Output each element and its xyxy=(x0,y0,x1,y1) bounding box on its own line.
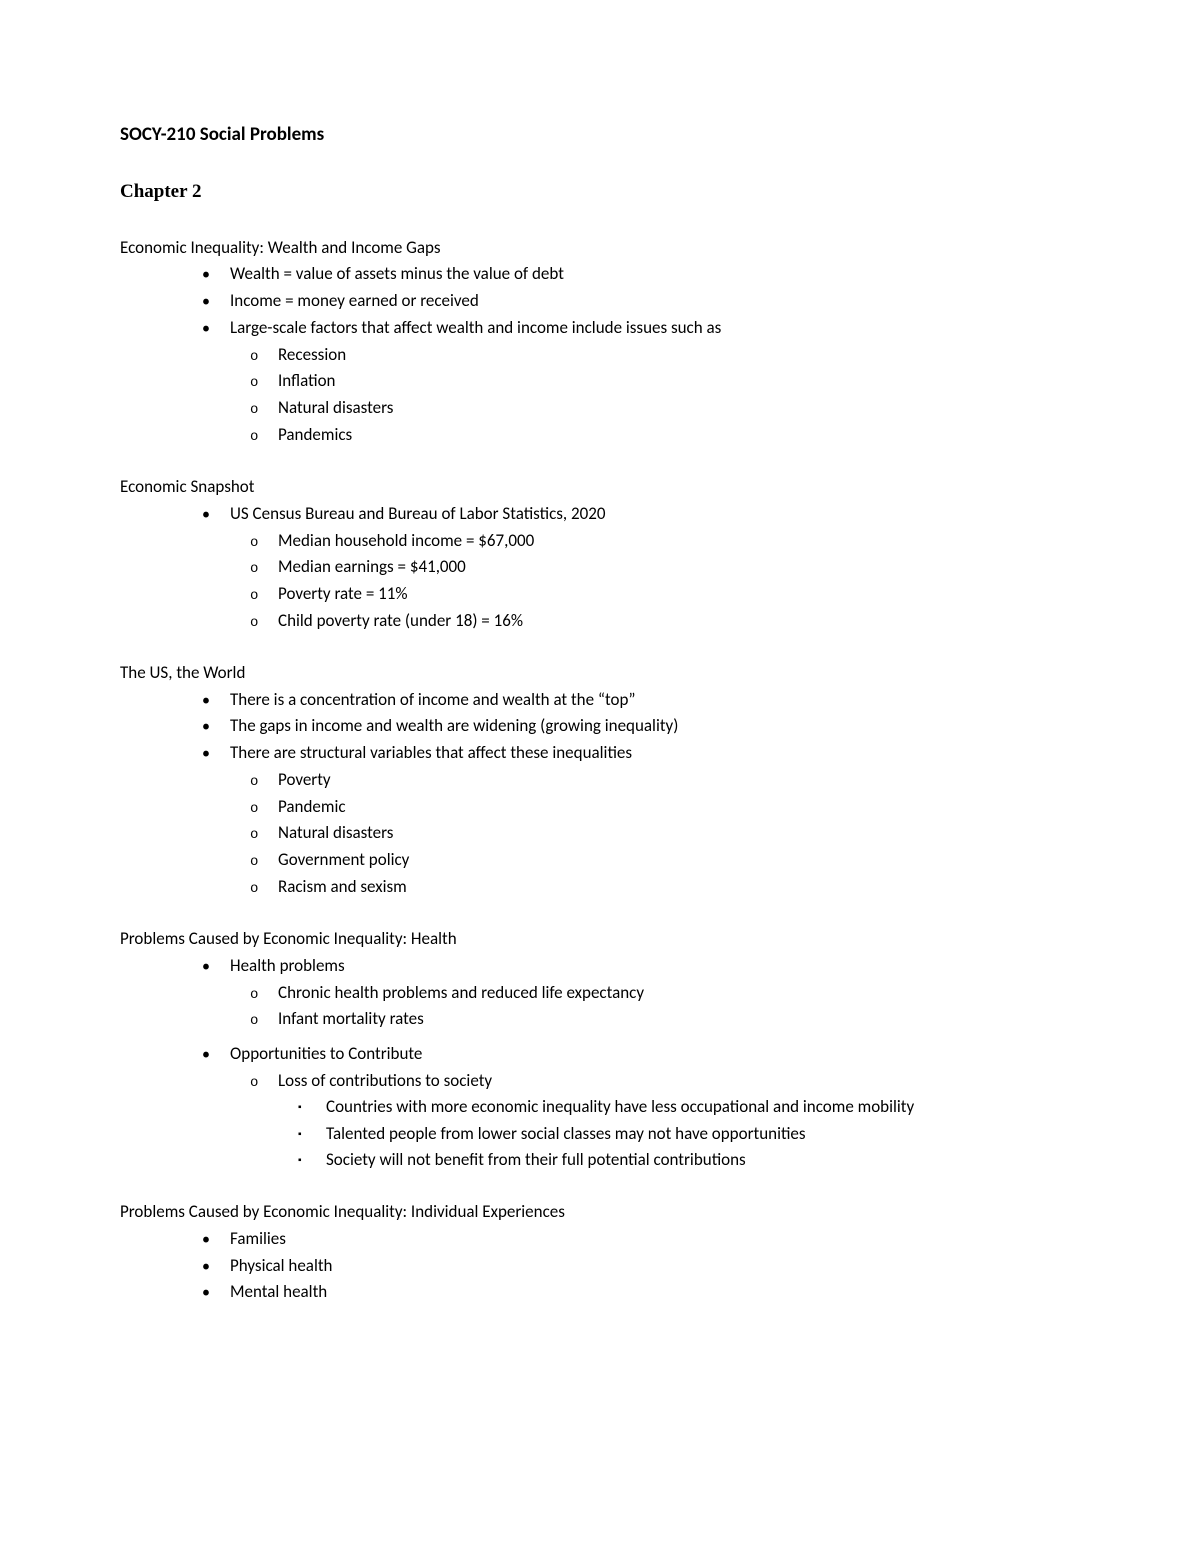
list-item-text: Income = money earned or received xyxy=(230,290,479,311)
list-item: US Census Bureau and Bureau of Labor Sta… xyxy=(230,501,1080,635)
list-item: Countries with more economic inequality … xyxy=(326,1094,1080,1120)
list-item-text: Pandemics xyxy=(278,424,352,445)
list-item: Child poverty rate (under 18) = 16% xyxy=(278,608,1080,635)
section-heading: Economic Snapshot xyxy=(120,474,1080,500)
list-item: Loss of contributions to society Countri… xyxy=(278,1068,1080,1174)
list-item: There are structural variables that affe… xyxy=(230,740,1080,900)
list-item: Infant mortality rates xyxy=(278,1006,1080,1033)
list-item: Median household income = $67,000 xyxy=(278,528,1080,555)
list-item-text: Racism and sexism xyxy=(278,876,407,897)
list-item-text: Poverty xyxy=(278,769,331,790)
list-item-text: Infant mortality rates xyxy=(278,1008,424,1029)
list-item: Inflation xyxy=(278,368,1080,395)
section-us-world: The US, the World There is a concentrati… xyxy=(120,660,1080,900)
list-item-text: Median earnings = $41,000 xyxy=(278,556,466,577)
list-item-text: Countries with more economic inequality … xyxy=(326,1096,914,1117)
list-item-text: There are structural variables that affe… xyxy=(230,742,632,763)
list-item-text: Government policy xyxy=(278,849,409,870)
list-item: Mental health xyxy=(230,1279,1080,1306)
list-item-text: Natural disasters xyxy=(278,397,393,418)
list-item-text: Poverty rate = 11% xyxy=(278,583,408,604)
list-item: Recession xyxy=(278,342,1080,369)
list-item: Families xyxy=(230,1226,1080,1253)
list-item-text: The gaps in income and wealth are wideni… xyxy=(230,715,678,736)
list-item-text: Physical health xyxy=(230,1255,332,1276)
list-item: Natural disasters xyxy=(278,820,1080,847)
list-item-text: Mental health xyxy=(230,1281,327,1302)
section-heading: Problems Caused by Economic Inequality: … xyxy=(120,926,1080,952)
list-item-text: Inflation xyxy=(278,370,335,391)
section-heading: The US, the World xyxy=(120,660,1080,686)
section-heading: Economic Inequality: Wealth and Income G… xyxy=(120,235,1080,261)
list-item: Talented people from lower social classe… xyxy=(326,1121,1080,1147)
section-economic-inequality: Economic Inequality: Wealth and Income G… xyxy=(120,235,1080,448)
list-item-text: Median household income = $67,000 xyxy=(278,530,534,551)
list-item: Opportunities to Contribute Loss of cont… xyxy=(230,1041,1080,1174)
list-item-text: US Census Bureau and Bureau of Labor Sta… xyxy=(230,503,605,524)
list-item: The gaps in income and wealth are wideni… xyxy=(230,713,1080,740)
list-item: Government policy xyxy=(278,847,1080,874)
list-item-text: Loss of contributions to society xyxy=(278,1070,492,1091)
list-item-text: There is a concentration of income and w… xyxy=(230,689,636,710)
list-item-text: Society will not benefit from their full… xyxy=(326,1149,746,1170)
section-health: Problems Caused by Economic Inequality: … xyxy=(120,926,1080,1173)
list-item-text: Recession xyxy=(278,344,346,365)
list-item-text: Families xyxy=(230,1228,286,1249)
list-item: Pandemic xyxy=(278,794,1080,821)
list-item: Natural disasters xyxy=(278,395,1080,422)
list-item-text: Opportunities to Contribute xyxy=(230,1043,422,1064)
list-item: Health problems Chronic health problems … xyxy=(230,953,1080,1033)
list-item-text: Health problems xyxy=(230,955,345,976)
document-title: SOCY-210 Social Problems xyxy=(120,120,1080,149)
list-item-text: Pandemic xyxy=(278,796,346,817)
section-economic-snapshot: Economic Snapshot US Census Bureau and B… xyxy=(120,474,1080,634)
list-item: Median earnings = $41,000 xyxy=(278,554,1080,581)
list-item-text: Chronic health problems and reduced life… xyxy=(278,982,644,1003)
list-item: Poverty rate = 11% xyxy=(278,581,1080,608)
section-individual-experiences: Problems Caused by Economic Inequality: … xyxy=(120,1199,1080,1306)
list-item: Wealth = value of assets minus the value… xyxy=(230,261,1080,288)
list-item-text: Talented people from lower social classe… xyxy=(326,1123,806,1144)
list-item: Income = money earned or received xyxy=(230,288,1080,315)
list-item: Physical health xyxy=(230,1253,1080,1280)
list-item-text: Large-scale factors that affect wealth a… xyxy=(230,317,721,338)
list-item: Large-scale factors that affect wealth a… xyxy=(230,315,1080,449)
list-item-text: Natural disasters xyxy=(278,822,393,843)
list-item-text: Child poverty rate (under 18) = 16% xyxy=(278,610,523,631)
section-heading: Problems Caused by Economic Inequality: … xyxy=(120,1199,1080,1225)
list-item: Society will not benefit from their full… xyxy=(326,1147,1080,1173)
chapter-heading: Chapter 2 xyxy=(120,177,1080,206)
list-item-text: Wealth = value of assets minus the value… xyxy=(230,263,564,284)
list-item: There is a concentration of income and w… xyxy=(230,687,1080,714)
list-item: Chronic health problems and reduced life… xyxy=(278,980,1080,1007)
list-item: Pandemics xyxy=(278,422,1080,449)
list-item: Racism and sexism xyxy=(278,874,1080,901)
list-item: Poverty xyxy=(278,767,1080,794)
